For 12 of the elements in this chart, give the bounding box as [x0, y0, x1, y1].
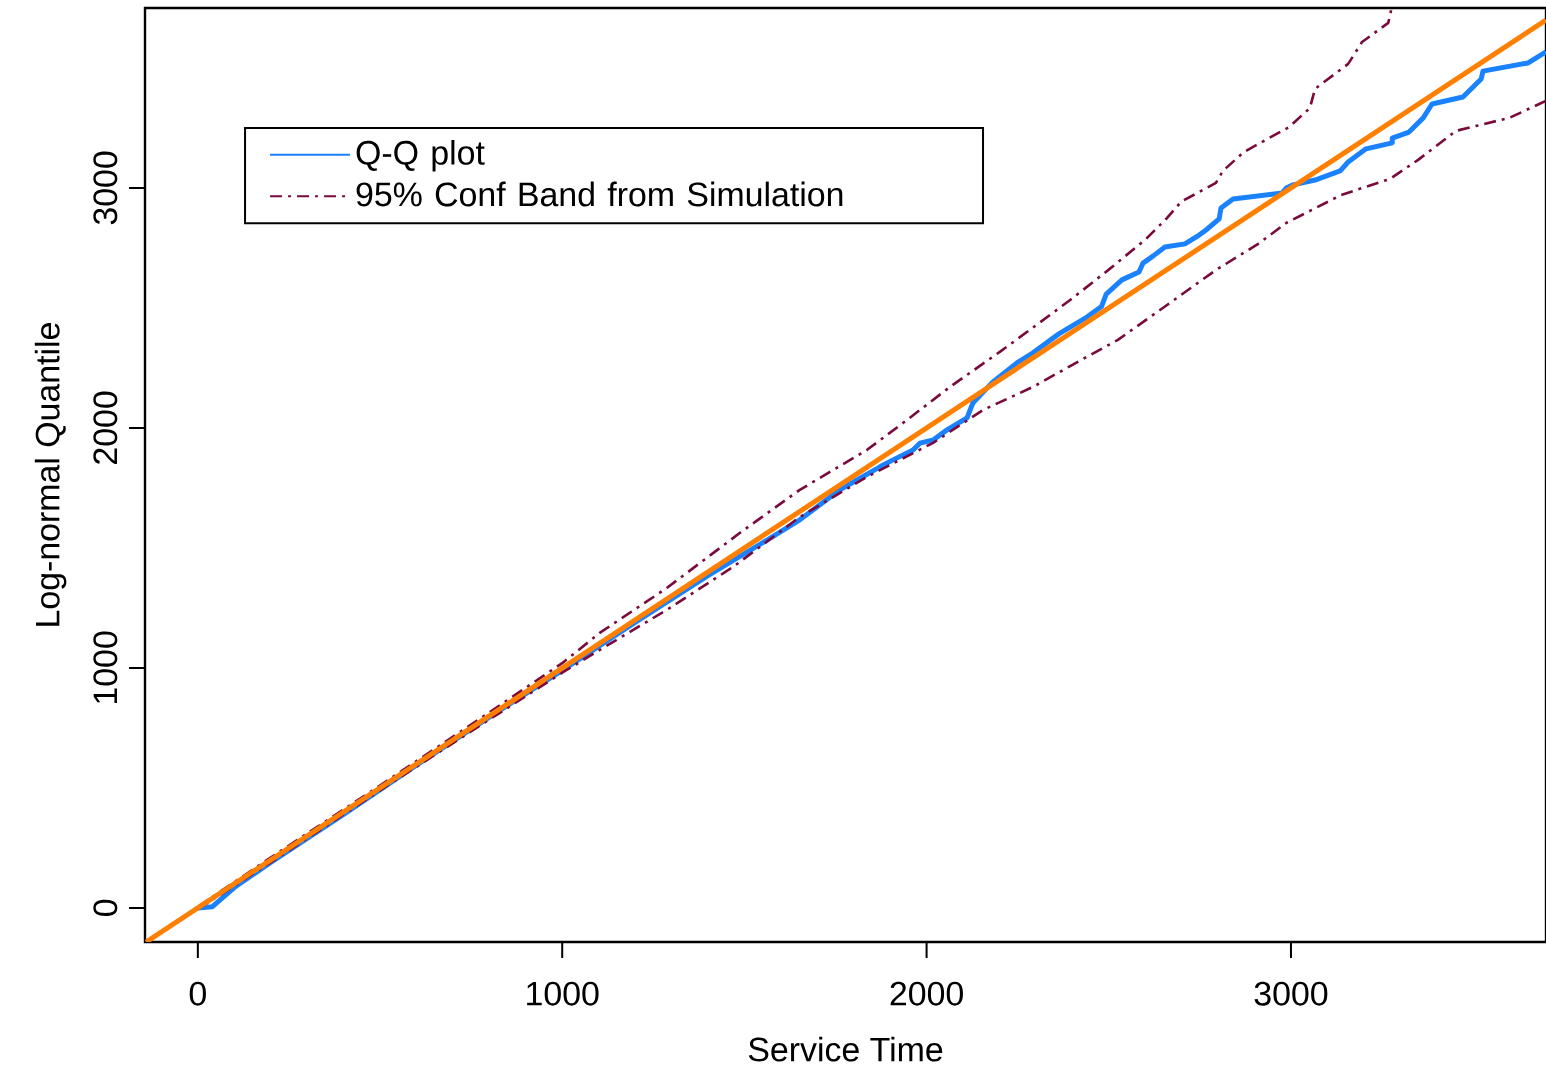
x-tick-label: 1000 [527, 981, 599, 1006]
y-axis-title: Log-normal Quantile [34, 323, 67, 626]
legend-label: Q-Q plot [356, 139, 485, 172]
x-tick-label: 3000 [1254, 981, 1328, 1006]
x-tick-label: 0 [189, 981, 206, 1006]
legend-label: 95% Conf Band from Simulation [356, 181, 843, 207]
x-tick-label: 2000 [890, 981, 963, 1006]
x-axis-title: Service Time [748, 1036, 943, 1062]
y-tick-label: 2000 [93, 391, 118, 464]
y-tick-label: 0 [93, 899, 118, 917]
y-tick-label: 1000 [93, 631, 118, 704]
y-tick-label: 3000 [93, 151, 118, 225]
